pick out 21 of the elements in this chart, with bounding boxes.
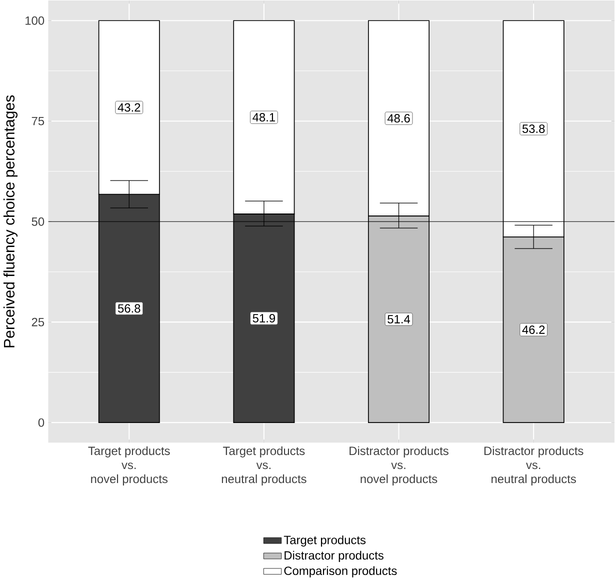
x-tick-label: Target products vs. neutral products [222, 446, 306, 486]
x-tick-label: Distractor products vs. neutral products [484, 446, 584, 486]
y-tick-label: 25 [32, 318, 44, 326]
data-label: 43.2 [118, 103, 140, 112]
data-label: 56.8 [118, 304, 140, 313]
data-label: 51.4 [388, 315, 410, 324]
y-axis-title: Perceived fluency choice percentages [3, 95, 18, 348]
data-label: 48.1 [252, 113, 275, 122]
y-tick-label: 0 [38, 418, 44, 427]
y-tick-label: 50 [32, 218, 44, 226]
data-label: 46.2 [522, 326, 545, 334]
legend-label: Comparison products [284, 566, 397, 578]
data-label: 48.6 [387, 114, 410, 123]
legend-label: Target products [284, 536, 366, 547]
data-label: 51.9 [252, 314, 276, 323]
y-tick-label: 100 [26, 16, 44, 26]
x-tick-label: Distractor products vs. novel products [350, 446, 448, 486]
data-label: 53.8 [522, 124, 545, 134]
x-tick-label: Target products vs. novel products [88, 446, 170, 486]
y-tick-label: 75 [32, 117, 44, 126]
legend-label: Distractor products [284, 551, 384, 562]
